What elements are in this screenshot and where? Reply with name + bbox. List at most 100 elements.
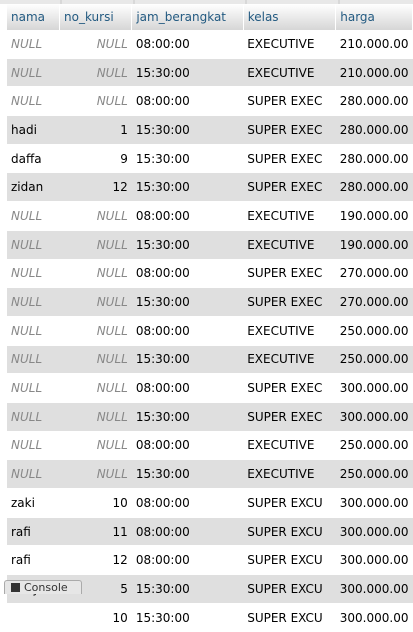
cell-nama[interactable]: NULL (7, 259, 60, 289)
cell-kelas[interactable]: SUPER EXCU (243, 488, 336, 518)
cell-no-kursi[interactable]: NULL (59, 58, 132, 88)
cell-nama[interactable]: rafi (7, 517, 60, 547)
cell-kelas[interactable]: SUPER EXEC (243, 86, 336, 117)
cell-nama[interactable]: NULL (7, 459, 60, 489)
cell-nama[interactable]: daffa (7, 144, 60, 174)
cell-jam-berangkat[interactable]: 08:00:00 (131, 86, 244, 117)
cell-jam-berangkat[interactable]: 15:30:00 (131, 402, 244, 432)
cell-nama[interactable]: NULL (7, 201, 60, 231)
cell-jam-berangkat[interactable]: 08:00:00 (131, 373, 244, 403)
cell-nama[interactable] (7, 603, 60, 632)
cell-jam-berangkat[interactable]: 15:30:00 (131, 287, 244, 317)
cell-nama[interactable]: zaki (7, 488, 60, 518)
cell-no-kursi[interactable]: NULL (59, 287, 132, 317)
cell-jam-berangkat[interactable]: 08:00:00 (131, 201, 244, 231)
cell-harga[interactable]: 250.000.00 (335, 345, 413, 375)
cell-nama[interactable]: rafi (7, 545, 60, 576)
cell-jam-berangkat[interactable]: 08:00:00 (131, 259, 244, 289)
cell-nama[interactable]: NULL (7, 30, 60, 59)
column-header-harga[interactable]: harga (335, 4, 413, 30)
cell-jam-berangkat[interactable]: 08:00:00 (131, 30, 244, 59)
cell-jam-berangkat[interactable]: 15:30:00 (131, 345, 244, 375)
cell-kelas[interactable]: SUPER EXCU (243, 517, 336, 547)
cell-harga[interactable]: 300.000.00 (335, 488, 413, 518)
console-tab[interactable]: Console (4, 580, 82, 594)
cell-jam-berangkat[interactable]: 08:00:00 (131, 316, 244, 346)
cell-harga[interactable]: 280.000.00 (335, 86, 413, 117)
cell-no-kursi[interactable]: 10 (59, 488, 132, 518)
cell-no-kursi[interactable]: 10 (59, 603, 132, 632)
table-row[interactable]: 10 15:30:00 SUPER EXCU 300.000.00 (7, 603, 413, 632)
table-row[interactable]: NULL NULL 15:30:00 EXECUTIVE 250.000.00 (7, 459, 413, 489)
cell-no-kursi[interactable]: NULL (59, 459, 132, 489)
table-row[interactable]: NULL NULL 08:00:00 EXECUTIVE 190.000.00 (7, 201, 413, 231)
cell-harga[interactable]: 280.000.00 (335, 115, 413, 145)
cell-jam-berangkat[interactable]: 15:30:00 (131, 574, 244, 604)
cell-harga[interactable]: 300.000.00 (335, 402, 413, 432)
cell-jam-berangkat[interactable]: 15:30:00 (131, 144, 244, 174)
table-row[interactable]: NULL NULL 15:30:00 EXECUTIVE 210.000.00 (7, 58, 413, 88)
cell-nama[interactable]: NULL (7, 373, 60, 403)
cell-no-kursi[interactable]: NULL (59, 201, 132, 231)
cell-kelas[interactable]: EXECUTIVE (243, 431, 336, 461)
column-header-jam-berangkat[interactable]: jam_berangkat (131, 4, 244, 30)
table-row[interactable]: NULL NULL 15:30:00 EXECUTIVE 250.000.00 (7, 345, 413, 375)
cell-nama[interactable]: NULL (7, 316, 60, 346)
cell-nama[interactable]: hadi (7, 115, 60, 145)
cell-kelas[interactable]: SUPER EXEC (243, 172, 336, 203)
table-row[interactable]: rafi 12 08:00:00 SUPER EXCU 300.000.00 (7, 545, 413, 576)
cell-harga[interactable]: 280.000.00 (335, 172, 413, 203)
cell-kelas[interactable]: SUPER EXCU (243, 545, 336, 576)
cell-harga[interactable]: 300.000.00 (335, 373, 413, 403)
cell-no-kursi[interactable]: NULL (59, 345, 132, 375)
cell-no-kursi[interactable]: 1 (59, 115, 132, 145)
cell-no-kursi[interactable]: NULL (59, 402, 132, 432)
cell-harga[interactable]: 250.000.00 (335, 459, 413, 489)
cell-kelas[interactable]: SUPER EXEC (243, 115, 336, 145)
cell-no-kursi[interactable]: NULL (59, 373, 132, 403)
table-row[interactable]: NULL NULL 08:00:00 SUPER EXEC 280.000.00 (7, 86, 413, 117)
cell-nama[interactable]: NULL (7, 431, 60, 461)
cell-no-kursi[interactable]: NULL (59, 259, 132, 289)
cell-nama[interactable]: NULL (7, 230, 60, 260)
cell-harga[interactable]: 280.000.00 (335, 144, 413, 174)
table-row[interactable]: NULL NULL 08:00:00 EXECUTIVE 210.000.00 (7, 30, 413, 59)
cell-harga[interactable]: 250.000.00 (335, 431, 413, 461)
cell-kelas[interactable]: SUPER EXCU (243, 603, 336, 632)
cell-nama[interactable]: NULL (7, 86, 60, 117)
cell-kelas[interactable]: EXECUTIVE (243, 459, 336, 489)
cell-kelas[interactable]: SUPER EXEC (243, 287, 336, 317)
cell-harga[interactable]: 190.000.00 (335, 230, 413, 260)
table-row[interactable]: daffa 9 15:30:00 SUPER EXEC 280.000.00 (7, 144, 413, 174)
cell-kelas[interactable]: SUPER EXEC (243, 402, 336, 432)
cell-harga[interactable]: 300.000.00 (335, 603, 413, 632)
cell-nama[interactable]: zidan (7, 172, 60, 203)
cell-nama[interactable]: NULL (7, 58, 60, 88)
cell-harga[interactable]: 300.000.00 (335, 517, 413, 547)
cell-jam-berangkat[interactable]: 08:00:00 (131, 431, 244, 461)
cell-no-kursi[interactable]: 12 (59, 172, 132, 203)
table-row[interactable]: NULL NULL 08:00:00 SUPER EXEC 300.000.00 (7, 373, 413, 403)
cell-jam-berangkat[interactable]: 15:30:00 (131, 603, 244, 632)
cell-harga[interactable]: 300.000.00 (335, 545, 413, 576)
column-header-kelas[interactable]: kelas (243, 4, 337, 30)
cell-harga[interactable]: 190.000.00 (335, 201, 413, 231)
cell-harga[interactable]: 210.000.00 (335, 30, 413, 59)
table-row[interactable]: NULL NULL 15:30:00 SUPER EXEC 270.000.00 (7, 287, 413, 317)
cell-nama[interactable]: NULL (7, 402, 60, 432)
cell-jam-berangkat[interactable]: 15:30:00 (131, 459, 244, 489)
cell-jam-berangkat[interactable]: 15:30:00 (131, 172, 244, 203)
cell-kelas[interactable]: EXECUTIVE (243, 345, 336, 375)
cell-no-kursi[interactable]: 9 (59, 144, 132, 174)
column-header-no-kursi[interactable]: no_kursi (59, 4, 133, 30)
cell-nama[interactable]: NULL (7, 345, 60, 375)
table-row[interactable]: zidan 12 15:30:00 SUPER EXEC 280.000.00 (7, 172, 413, 203)
cell-kelas[interactable]: SUPER EXEC (243, 144, 336, 174)
cell-harga[interactable]: 210.000.00 (335, 58, 413, 88)
cell-no-kursi[interactable]: NULL (59, 230, 132, 260)
table-row[interactable]: zaki 10 08:00:00 SUPER EXCU 300.000.00 (7, 488, 413, 518)
table-row[interactable]: NULL NULL 08:00:00 EXECUTIVE 250.000.00 (7, 316, 413, 346)
cell-harga[interactable]: 250.000.00 (335, 316, 413, 346)
column-header-nama[interactable]: nama (7, 4, 60, 30)
cell-harga[interactable]: 270.000.00 (335, 259, 413, 289)
